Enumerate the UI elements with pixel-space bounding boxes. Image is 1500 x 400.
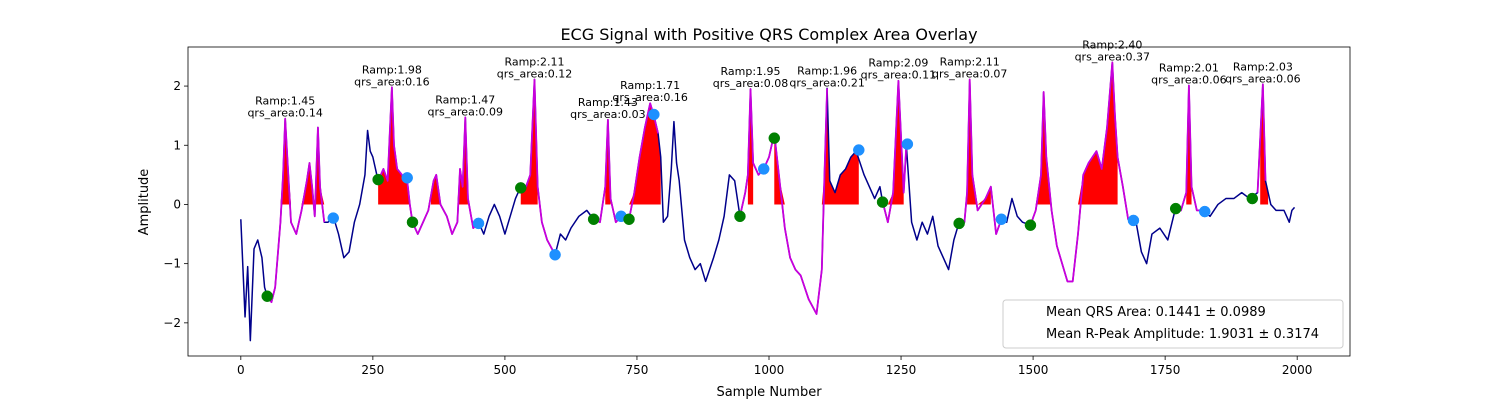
point-marker [515,182,527,194]
y-tick-label: −1 [163,257,181,271]
x-tick-label: 1000 [754,363,785,377]
point-marker [261,290,273,302]
peak-annotation: Ramp:1.98 [362,63,422,76]
qrs-area-fill [1035,62,1118,205]
peak-annotation: Ramp:1.43 [578,96,638,109]
peak-annotation: Ramp:2.01 [1159,61,1219,74]
qrs-area-fill [774,88,859,205]
qrs-segment [1256,83,1267,193]
peak-annotation: qrs_area:0.37 [1075,50,1150,63]
plot-frame [187,46,1351,357]
qrs-area-fill [747,89,754,205]
point-marker [1127,214,1140,227]
peak-annotation: Ramp:1.45 [255,95,315,108]
peak-annotation: Ramp:1.95 [720,65,780,78]
point-marker [472,217,485,230]
peak-annotation: qrs_area:0.07 [932,68,1007,81]
x-tick-label: 250 [361,363,384,377]
peak-annotation: qrs_area:0.21 [789,76,864,89]
qrs-segment [739,88,828,315]
x-tick-label: 750 [626,363,649,377]
point-marker [757,163,770,175]
qrs-segment [1029,61,1130,283]
point-marker [1246,192,1259,205]
legend-entry: Mean QRS Area: 0.1441 ± 0.0989 [1046,305,1266,320]
peak-annotation: qrs_area:0.16 [612,91,687,104]
point-marker [327,212,339,224]
qrs-segment [377,86,480,235]
qrs-segment [959,78,1003,235]
chart-title: ECG Signal with Positive QRS Complex Are… [560,25,977,44]
point-marker [995,213,1008,226]
qrs-area-fill [882,80,904,205]
point-marker [401,172,413,184]
x-tick-label: 500 [493,363,516,377]
peak-annotation: qrs_area:0.16 [354,75,429,88]
y-tick-label: −2 [163,316,181,330]
x-tick-label: 2000 [1282,363,1313,377]
point-marker [648,108,660,121]
peak-annotation: qrs_area:0.12 [497,68,572,81]
peak-annotation: Ramp:1.71 [620,79,680,92]
x-axis-label: Sample Number [716,385,822,400]
x-tick-label: 1500 [1018,363,1049,377]
peak-annotation: Ramp:2.11 [940,56,1000,69]
point-marker [768,132,781,144]
point-marker [953,217,965,230]
qrs-segment [881,79,908,224]
point-marker [549,249,561,261]
x-tick-label: 1750 [1150,363,1181,377]
point-marker [853,144,865,156]
peak-annotation: Ramp:2.40 [1082,38,1142,51]
y-axis-label: Amplitude [137,169,152,236]
point-marker [1199,205,1211,218]
point-marker [1169,202,1182,215]
x-tick-label: 0 [237,363,245,377]
point-marker [587,213,600,226]
peak-annotation: qrs_area:0.06 [1151,73,1226,86]
point-marker [406,216,419,228]
qrs-area-fill [430,117,468,205]
y-tick-label: 2 [173,79,181,93]
peak-annotation: qrs_area:0.14 [247,107,322,120]
peak-annotation: Ramp:1.96 [797,64,857,77]
peak-annotation: Ramp:2.11 [504,56,564,69]
point-marker [734,210,746,223]
peak-annotation: Ramp:2.09 [868,57,928,70]
qrs-segment [520,78,556,256]
point-marker [623,213,635,226]
plot-area: 0 250 500 750 1000 1250 1500 1750 2000 −2 −1 0 1 2 Ram… [163,38,1351,377]
peak-annotation: qrs_area:0.03 [570,108,645,121]
peak-annotation: qrs_area:0.06 [1225,72,1300,85]
peak-annotation: Ramp:2.03 [1233,60,1293,73]
y-tick-label: 1 [173,138,181,152]
point-marker [372,173,384,186]
x-tick-label: 1250 [886,363,917,377]
point-marker [901,138,914,150]
y-tick-label: 0 [173,197,181,211]
legend-box [1002,299,1344,349]
peak-annotation: Ramp:1.47 [435,93,495,106]
peak-annotation: qrs_area:0.09 [428,105,503,118]
point-marker [876,196,889,208]
legend-entry: Mean R-Peak Amplitude: 1.9031 ± 0.3174 [1046,327,1319,342]
point-marker [1024,219,1037,231]
qrs-segment [266,117,326,304]
peak-annotation: qrs_area:0.11 [861,69,936,82]
peak-annotation: qrs_area:0.08 [713,77,788,90]
